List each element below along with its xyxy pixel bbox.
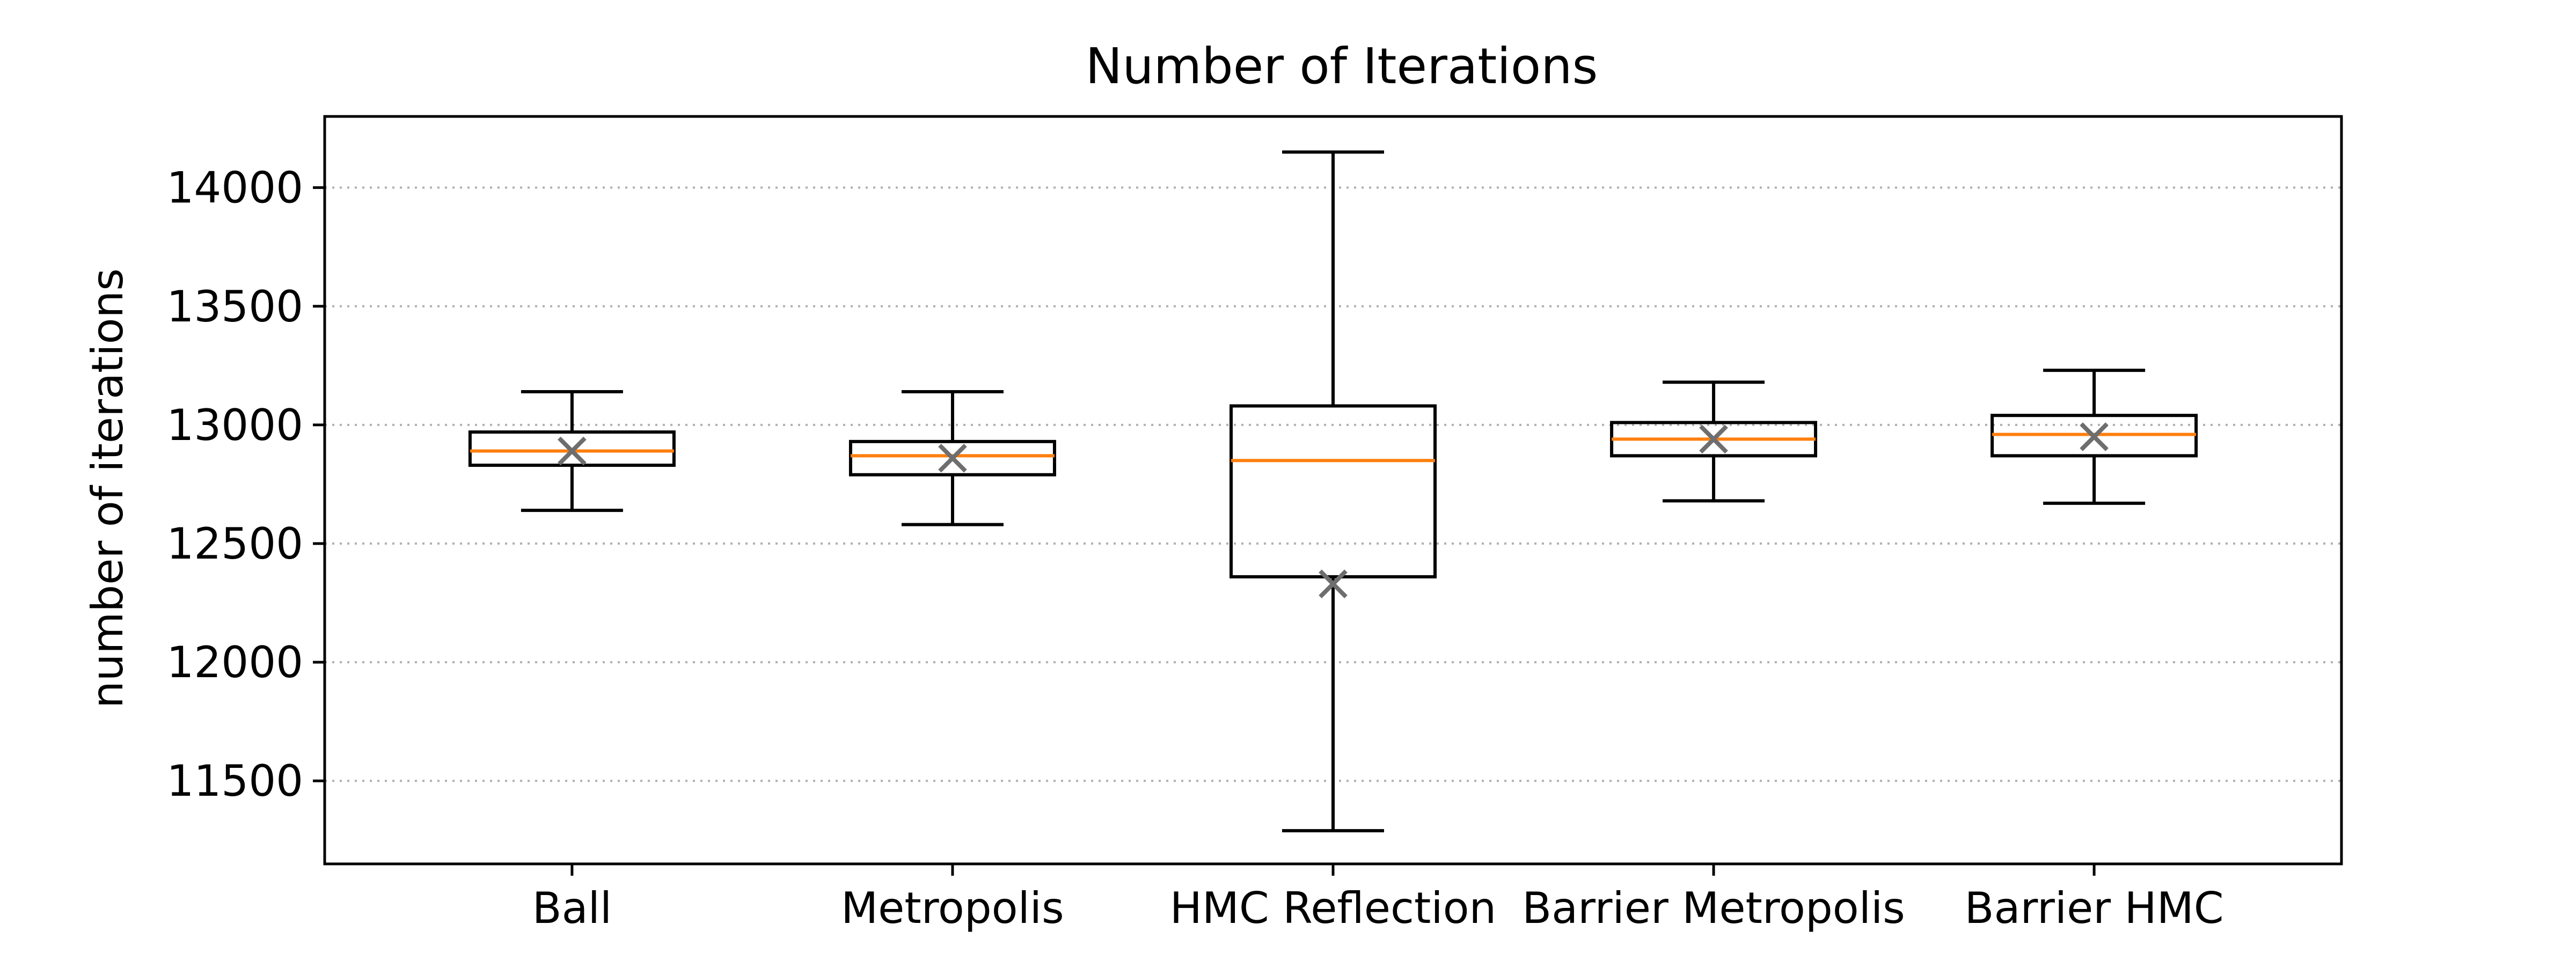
box-group [1230, 150, 1437, 833]
box-group [1610, 380, 1818, 503]
y-axis-label: number of iterations [83, 268, 133, 708]
x-tick-label: HMC Reflection [1170, 883, 1497, 933]
iqr-box [1230, 404, 1437, 578]
y-tick-label: 13000 [167, 400, 304, 450]
mean-marker [1699, 424, 1728, 454]
mean-marker [558, 436, 587, 466]
mean-marker [1319, 569, 1348, 599]
box-series [468, 150, 2198, 833]
y-tick-label: 13500 [167, 282, 304, 332]
x-tick-label: Barrier HMC [1965, 883, 2224, 933]
y-tick-label: 12000 [167, 637, 304, 687]
axes: 11500 12000 12500 13000 13500 14000 Ball Metrop… [167, 163, 2224, 933]
iqr-box [848, 439, 1056, 476]
y-tick-label: 12500 [167, 519, 304, 569]
x-tick-label: Ball [532, 883, 612, 933]
chart-title: Number of Iterations [1086, 38, 1598, 95]
mean-marker [938, 443, 967, 473]
y-tick-label: 14000 [167, 163, 304, 213]
y-tick-label: 11500 [167, 756, 304, 806]
box-group [468, 390, 676, 512]
mean-marker [2080, 422, 2109, 451]
box-group [1990, 369, 2198, 505]
x-tick-label: Barrier Metropolis [1522, 883, 1905, 933]
iqr-box [468, 430, 676, 467]
box-group [848, 390, 1056, 526]
x-tick-label: Metropolis [841, 883, 1064, 933]
